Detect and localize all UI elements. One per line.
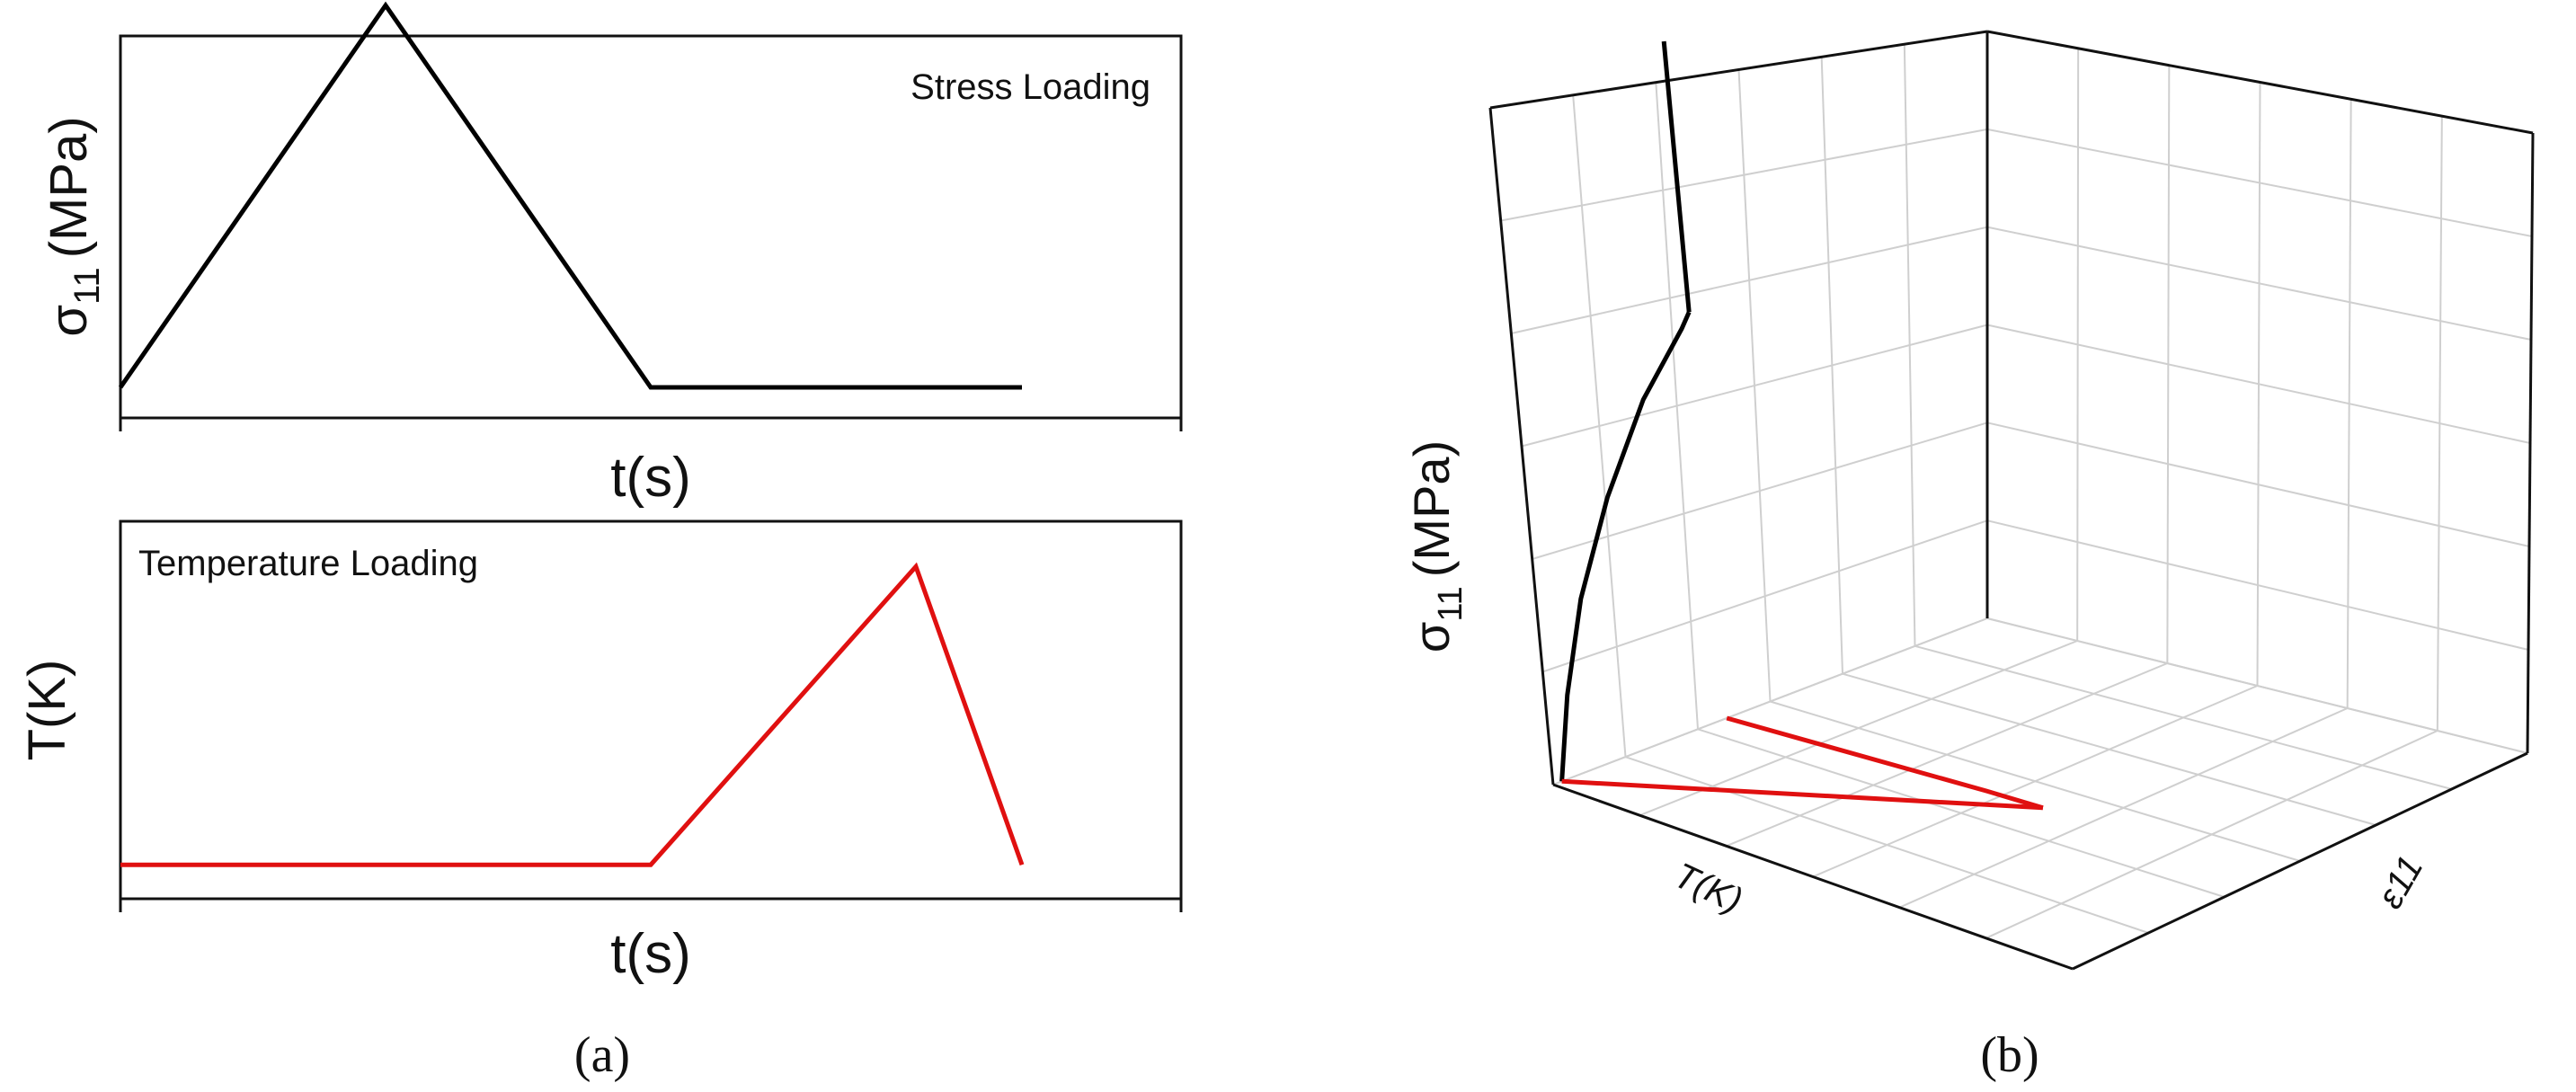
3d-series-line-2 [1726,715,2044,811]
stress-y-label-unit: (MPa) [40,116,98,258]
temperature-title: Temperature Loading [138,544,478,583]
stress-series-line-0 [118,1,1022,390]
stress-y-label-sub: 11 [67,267,107,305]
stress-series-group [118,1,1022,390]
panel-b-label: (b) [1980,1027,2039,1083]
grid-line-right-wall-h [1986,128,2533,237]
3d-grid-group [1489,31,2534,970]
panel-a-label: (a) [574,1027,630,1083]
stress-y-label-main: σ [40,305,98,337]
temperature-plot-frame [119,519,1183,901]
temperature-x-axis-label: t(s) [610,923,691,985]
3d-y-axis-label: ε11 [2370,849,2431,915]
3d-z-label-sub: 11 [1432,586,1470,621]
3d-frame-edge-4 [1489,30,1988,110]
3d-frame-edge-2 [2072,751,2528,971]
3d-y-axis-label-group: ε11 [2370,849,2431,915]
stress-y-axis-label: σ11 (MPa) [40,116,107,336]
temperature-y-axis-label: T(K) [18,660,76,761]
3d-frame-edge-5 [1986,30,2534,135]
svg-text:σ11(MPa): σ11 (MPa) [40,116,107,336]
3d-z-label-unit: (MPa) [1403,440,1460,577]
stress-x-axis-label: t(s) [610,447,691,509]
3d-frame-edge-1 [1552,783,2074,971]
grid-line-left-wall-h [1521,324,1988,448]
grid-line-left-wall-h [1500,128,1988,222]
3d-z-label-main: σ [1403,622,1460,653]
grid-line-floor-b [1914,644,2452,790]
3d-x-axis-label-group: T(K) [1668,856,1748,921]
stress-plot-frame [119,34,1183,420]
3d-series-line-3 [1561,778,2044,811]
grid-line-left-wall-v [1903,44,1916,646]
3d-series-line-0 [1559,311,1692,782]
temp-series-line-0 [120,562,1025,867]
grid-line-floor-b [1986,617,2528,754]
temperature-series-group [120,562,1025,867]
grid-line-floor-a [1985,730,2438,939]
svg-text:σ11(MPa): σ11 (MPa) [1403,440,1470,653]
3d-frame-edge-0 [1488,107,1555,786]
3d-series-group [1559,40,2044,811]
3d-frame-edge-3 [2526,132,2535,754]
3d-z-axis-label: σ11 (MPa) [1403,440,1470,653]
3d-x-axis-label: T(K) [1668,856,1748,921]
temperature-y-axis-label-group: T(K) [18,660,76,761]
3d-frame-group [1488,30,2535,971]
grid-line-left-wall-v [1820,57,1843,674]
grid-line-left-wall-h [1511,226,1988,334]
stress-title: Stress Loading [910,67,1150,107]
grid-line-floor-a [1898,707,2349,909]
3d-series-line-1 [1661,40,1692,313]
